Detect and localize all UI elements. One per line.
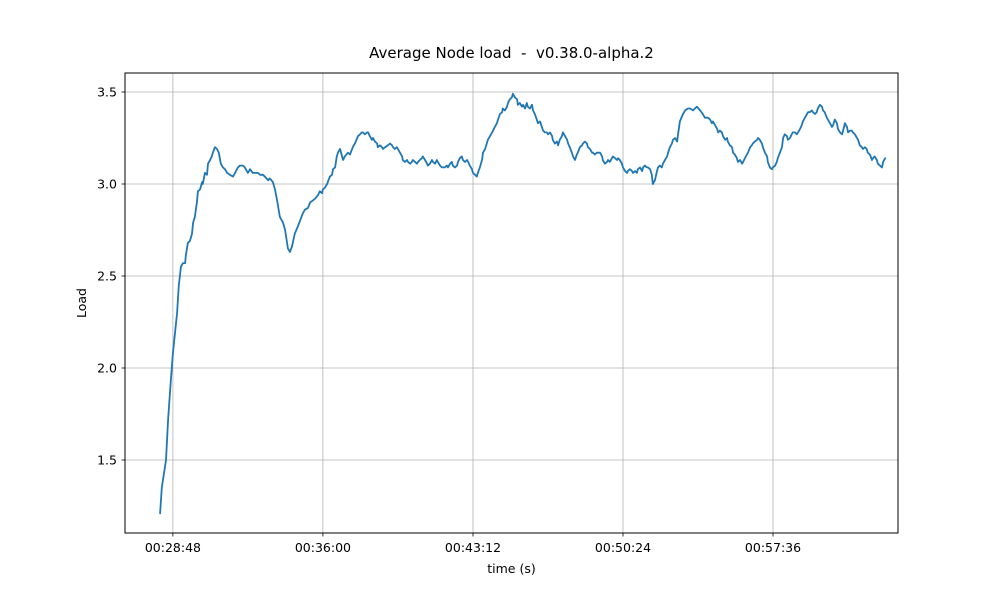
tick-marks <box>121 91 774 537</box>
x-tick-label: 00:43:12 <box>445 540 501 555</box>
grid <box>125 73 898 533</box>
x-tick-label: 00:36:00 <box>295 540 351 555</box>
series-layer <box>159 92 887 515</box>
y-tick-label: 1.5 <box>97 453 117 468</box>
x-axis-label: time (s) <box>487 561 535 576</box>
y-axis-label: Load <box>74 288 89 318</box>
load-series-line <box>159 92 887 515</box>
y-tick-label: 3.5 <box>97 85 117 100</box>
x-tick-label: 00:50:24 <box>595 540 651 555</box>
x-tick-label: 00:28:48 <box>145 540 201 555</box>
y-tick-label: 3.0 <box>97 177 117 192</box>
y-tick-label: 2.5 <box>97 269 117 284</box>
plot-border <box>124 72 899 534</box>
chart-title: Average Node load - v0.38.0-alpha.2 <box>369 44 654 62</box>
tick-labels: 00:28:48 00:36:00 00:43:12 00:50:24 00:57:36… <box>97 85 801 556</box>
x-tick-label: 00:57:36 <box>745 540 801 555</box>
y-tick-label: 2.0 <box>97 361 117 376</box>
